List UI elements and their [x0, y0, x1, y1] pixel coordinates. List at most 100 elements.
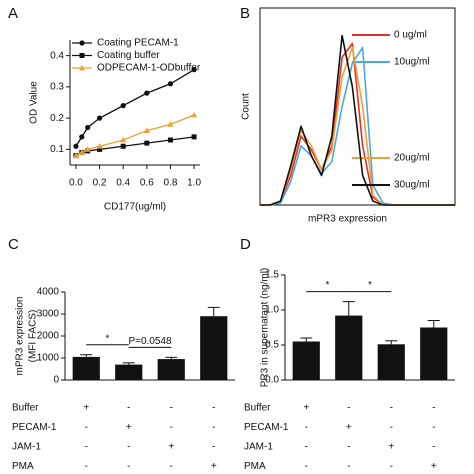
treatment-sign: -	[127, 442, 130, 453]
treatment-sign: +	[83, 403, 89, 414]
significance-label: P=0.0548	[128, 336, 172, 347]
legend-label: ODPECAM-1-ODbuffer	[97, 63, 201, 74]
point	[78, 149, 85, 155]
bar	[200, 316, 228, 380]
y-tick-label: 1000	[37, 353, 60, 364]
point	[143, 127, 150, 134]
legend-label: 20ug/ml	[394, 153, 430, 164]
bar	[420, 327, 448, 380]
treatment-sign: +	[303, 403, 309, 414]
legend-label: 0 ug/ml	[394, 30, 427, 41]
point	[167, 137, 173, 143]
point	[167, 121, 174, 127]
treatment-sign: -	[127, 403, 130, 414]
treatment-label: PECAM-1	[244, 422, 289, 433]
treatment-sign: +	[346, 422, 352, 433]
legend-label: Coating PECAM-1	[97, 38, 179, 49]
density-curve	[260, 34, 455, 206]
bar	[157, 359, 185, 380]
legend-marker	[79, 53, 85, 58]
point	[144, 90, 150, 96]
bar	[72, 356, 100, 380]
treatment-sign: -	[85, 461, 88, 472]
treatment-sign: -	[170, 461, 173, 472]
bar	[377, 344, 405, 380]
treatment-sign: +	[431, 461, 437, 472]
point	[191, 67, 197, 73]
y-tick-label: 0.0	[265, 375, 279, 386]
treatment-label: Buffer	[244, 403, 271, 414]
y-tick-label: 0.1	[50, 144, 64, 155]
treatment-sign: -	[212, 442, 215, 453]
treatment-sign: -	[170, 403, 173, 414]
treatment-sign: +	[211, 461, 217, 472]
bar	[292, 341, 320, 380]
treatment-sign: -	[390, 422, 393, 433]
y-tick-label: 0.2	[50, 113, 64, 124]
treatment-sign: -	[347, 403, 350, 414]
panel-label: C	[8, 236, 19, 253]
y-axis-label: (MFI FACS)	[28, 310, 39, 363]
point	[84, 146, 91, 152]
y-tick-label: 1.0	[265, 305, 279, 316]
legend-marker	[79, 64, 85, 71]
treatment-sign: -	[85, 442, 88, 453]
treatment-label: PECAM-1	[12, 422, 57, 433]
x-tick-label: 0.6	[140, 178, 154, 189]
treatment-sign: -	[212, 422, 215, 433]
bar	[335, 315, 363, 380]
treatment-label: PMA	[12, 461, 34, 472]
y-tick-label: 0.5	[265, 340, 279, 351]
treatment-sign: -	[305, 442, 308, 453]
x-tick-label: 0.2	[93, 178, 107, 189]
treatment-sign: +	[388, 442, 394, 453]
point	[73, 143, 79, 149]
panel-label: D	[240, 236, 251, 253]
point	[167, 81, 174, 87]
point	[191, 134, 197, 140]
panel-label: B	[240, 5, 250, 22]
treatment-label: JAM-1	[244, 442, 273, 453]
treatment-sign: -	[432, 422, 435, 433]
significance-label: *	[368, 280, 372, 291]
point	[96, 143, 103, 149]
bar	[115, 364, 143, 380]
significance-label: *	[106, 333, 110, 344]
series-line	[75, 136, 195, 157]
y-axis-label: PR3 in supernatant (ng/ml)	[260, 268, 271, 388]
point	[120, 136, 127, 143]
legend-marker	[79, 40, 85, 46]
treatment-label: Buffer	[12, 403, 39, 414]
treatment-sign: -	[347, 442, 350, 453]
plot-frame	[259, 7, 456, 206]
point	[120, 103, 126, 109]
y-tick-label: 0	[53, 375, 59, 386]
x-axis-label: CD177(ug/ml)	[104, 202, 166, 213]
x-tick-label: 1.0	[187, 178, 201, 189]
point	[120, 143, 126, 149]
treatment-sign: -	[305, 422, 308, 433]
treatment-sign: -	[85, 422, 88, 433]
point	[97, 146, 103, 152]
treatment-sign: -	[432, 403, 435, 414]
y-tick-label: 2000	[37, 331, 60, 342]
y-tick-label: 4000	[37, 287, 60, 298]
y-axis-label: Count	[241, 93, 252, 120]
y-tick-label: 0.3	[50, 82, 64, 93]
legend-label: 10ug/ml	[394, 57, 430, 68]
treatment-sign: -	[170, 422, 173, 433]
treatment-sign: -	[390, 461, 393, 472]
legend-label: 30ug/ml	[394, 180, 430, 191]
y-axis-label: OD Value	[29, 81, 40, 124]
point	[72, 152, 79, 159]
x-tick-label: 0.8	[164, 178, 178, 189]
y-tick-label: 3000	[37, 309, 60, 320]
treatment-sign: -	[127, 461, 130, 472]
x-tick-label: 0.0	[69, 178, 83, 189]
treatment-sign: -	[212, 403, 215, 414]
y-tick-label: 0.4	[50, 50, 64, 61]
x-axis-label: mPR3 expression	[308, 214, 387, 225]
legend-label: Coating buffer	[97, 50, 160, 61]
panel-label: A	[8, 5, 18, 22]
